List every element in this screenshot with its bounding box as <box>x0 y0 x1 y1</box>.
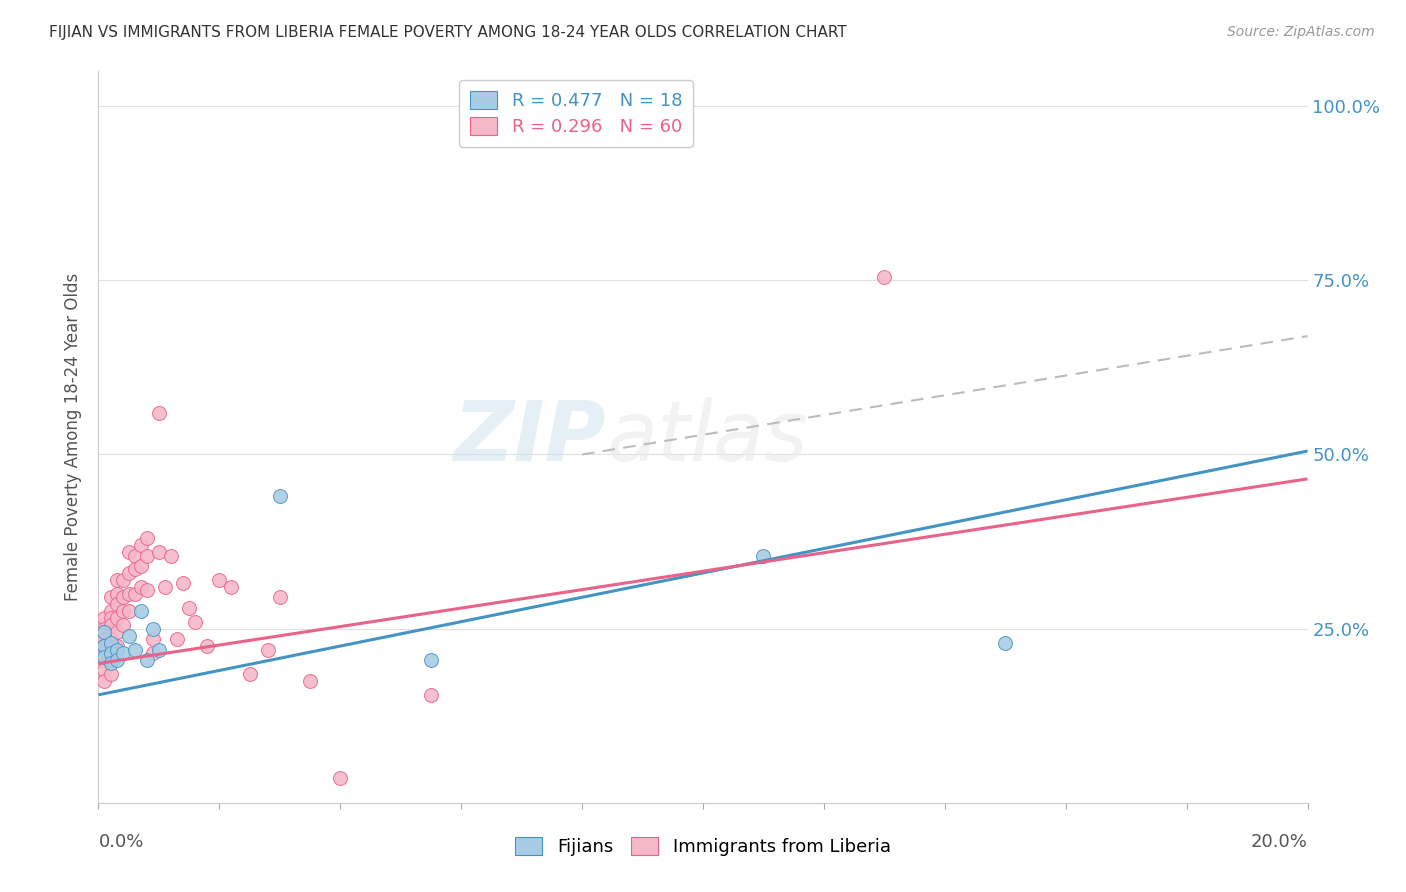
Point <box>105 642 128 657</box>
Point <box>93 625 115 640</box>
Point <box>195 639 218 653</box>
Point <box>118 604 141 618</box>
Point <box>135 653 157 667</box>
Point <box>142 646 165 660</box>
Point <box>148 642 170 657</box>
Point <box>124 549 146 563</box>
Point <box>160 549 183 563</box>
Point <box>118 545 141 559</box>
Point <box>153 580 176 594</box>
Point <box>100 618 122 632</box>
Point <box>142 632 165 646</box>
Text: Source: ZipAtlas.com: Source: ZipAtlas.com <box>1227 25 1375 39</box>
Point <box>129 580 152 594</box>
Point <box>100 642 122 657</box>
Point <box>93 646 115 660</box>
Point <box>420 688 443 702</box>
Point <box>135 531 157 545</box>
Text: 0.0%: 0.0% <box>98 833 143 851</box>
Point <box>93 625 115 640</box>
Point <box>111 573 134 587</box>
Point <box>100 604 122 618</box>
Point <box>100 667 122 681</box>
Point <box>269 591 291 605</box>
Text: ZIP: ZIP <box>454 397 606 477</box>
Point <box>118 566 141 580</box>
Point <box>208 573 231 587</box>
Point <box>166 632 188 646</box>
Point <box>269 489 291 503</box>
Point <box>93 632 115 646</box>
Point <box>100 632 122 646</box>
Point <box>105 639 128 653</box>
Point <box>93 653 115 667</box>
Point <box>93 639 115 653</box>
Point <box>105 587 128 601</box>
Point <box>105 611 128 625</box>
Point <box>100 591 122 605</box>
Point <box>256 642 278 657</box>
Point <box>124 587 146 601</box>
Point <box>100 653 122 667</box>
Point <box>105 625 128 640</box>
Point <box>93 622 115 636</box>
Point <box>135 549 157 563</box>
Point <box>329 772 352 786</box>
Point <box>100 657 122 671</box>
Point <box>148 406 170 420</box>
Point <box>124 642 146 657</box>
Point <box>179 600 201 615</box>
Point <box>93 611 115 625</box>
Point <box>239 667 262 681</box>
Point <box>93 673 115 688</box>
Point <box>135 583 157 598</box>
Point <box>420 653 443 667</box>
Point <box>299 673 322 688</box>
Point <box>105 597 128 611</box>
Text: 20.0%: 20.0% <box>1251 833 1308 851</box>
Point <box>111 618 134 632</box>
Text: atlas: atlas <box>606 397 808 477</box>
Point <box>172 576 194 591</box>
Point <box>129 604 152 618</box>
Point <box>105 653 128 667</box>
Point <box>124 562 146 576</box>
Point <box>111 646 134 660</box>
Point <box>118 629 141 643</box>
Point <box>221 580 243 594</box>
Point <box>142 622 165 636</box>
Text: FIJIAN VS IMMIGRANTS FROM LIBERIA FEMALE POVERTY AMONG 18-24 YEAR OLDS CORRELATI: FIJIAN VS IMMIGRANTS FROM LIBERIA FEMALE… <box>49 25 846 40</box>
Point <box>93 649 115 664</box>
Point <box>118 587 141 601</box>
Point <box>752 549 775 563</box>
Point <box>129 558 152 573</box>
Point <box>994 635 1017 649</box>
Point <box>105 573 128 587</box>
Point <box>873 269 896 284</box>
Point <box>129 538 152 552</box>
Point <box>111 591 134 605</box>
Legend: Fijians, Immigrants from Liberia: Fijians, Immigrants from Liberia <box>505 827 901 867</box>
Y-axis label: Female Poverty Among 18-24 Year Olds: Female Poverty Among 18-24 Year Olds <box>65 273 83 601</box>
Point <box>100 646 122 660</box>
Point <box>100 611 122 625</box>
Point <box>111 604 134 618</box>
Point <box>523 106 546 120</box>
Point <box>148 545 170 559</box>
Point <box>184 615 207 629</box>
Point <box>93 639 115 653</box>
Point <box>93 664 115 678</box>
Point <box>100 635 122 649</box>
